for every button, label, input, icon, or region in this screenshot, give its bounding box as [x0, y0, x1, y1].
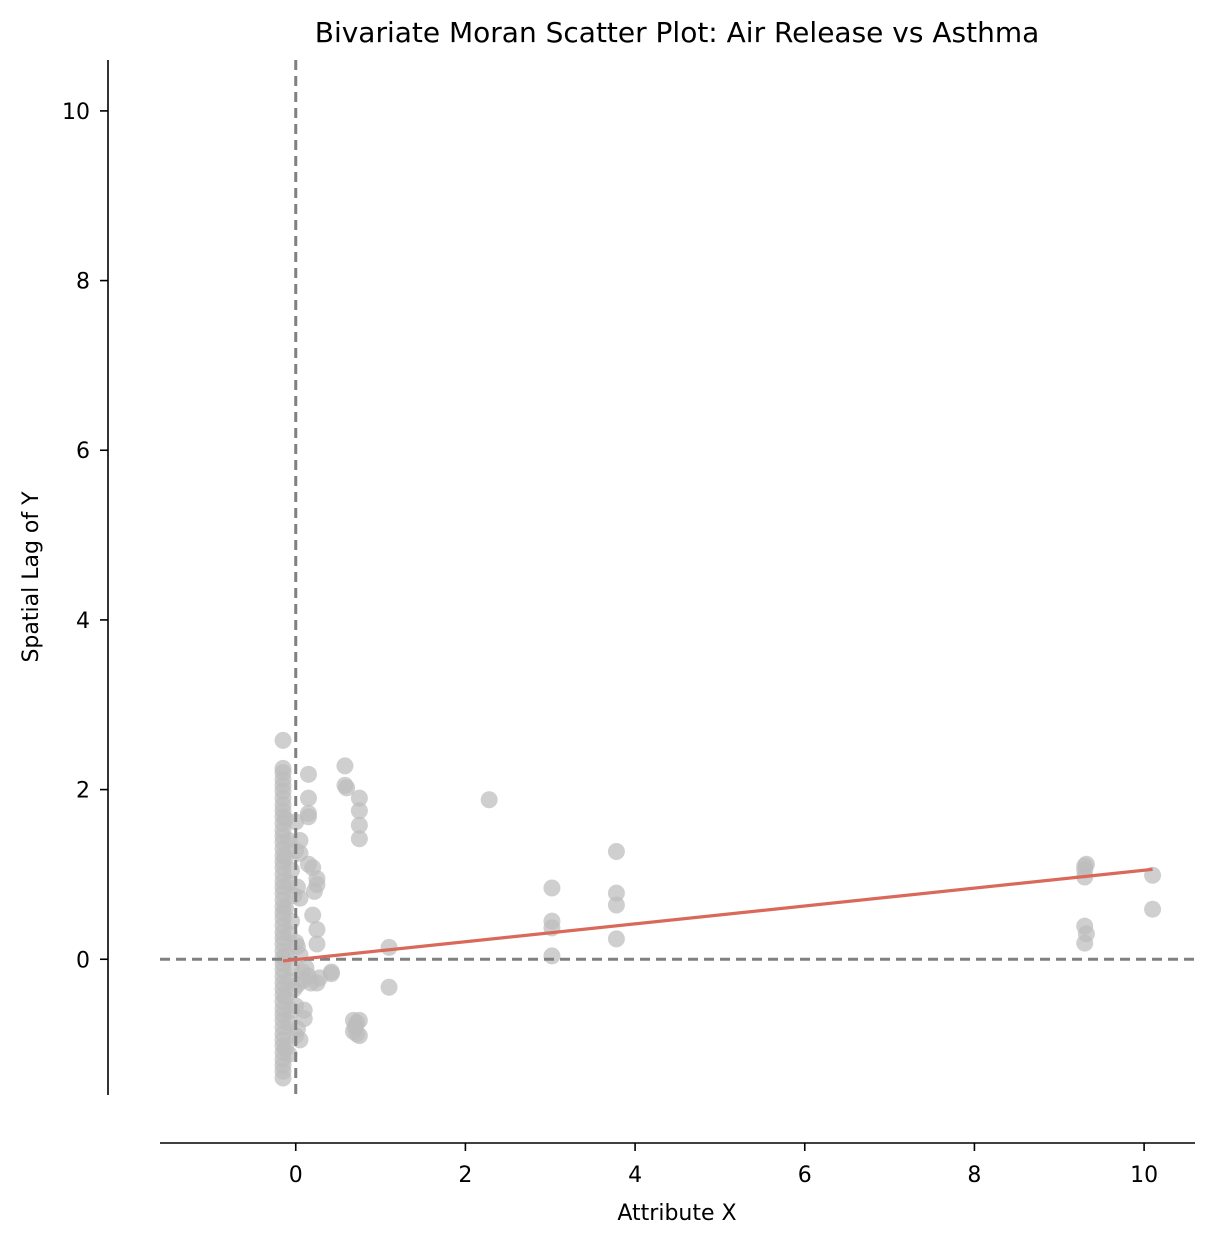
data-point [480, 791, 498, 809]
data-point [607, 884, 625, 902]
data-point [277, 899, 295, 917]
y-tick-label: 8 [76, 270, 90, 295]
data-point [1077, 855, 1095, 873]
data-point [282, 861, 300, 879]
regression-fit-line [282, 867, 1153, 963]
y-tick-label: 0 [76, 948, 90, 973]
data-point [282, 912, 300, 930]
data-point [543, 879, 561, 897]
data-point [280, 1045, 298, 1063]
data-point [607, 843, 625, 861]
y-tick-label: 4 [76, 609, 90, 634]
data-point [308, 935, 326, 953]
data-point [299, 789, 317, 807]
data-point [380, 978, 398, 996]
data-point [299, 808, 317, 826]
y-axis-label: Spatial Lag of Y [19, 491, 44, 663]
data-point [274, 731, 292, 749]
data-point [1144, 900, 1162, 918]
x-tick-label: 4 [628, 1163, 642, 1188]
x-tick-label: 8 [967, 1163, 981, 1188]
data-point [295, 1010, 313, 1028]
x-tick-label: 6 [798, 1163, 812, 1188]
y-axis-ticks: 0 2 4 6 8 10 [62, 100, 108, 973]
data-point [291, 889, 309, 907]
data-point [607, 930, 625, 948]
data-point [350, 1011, 368, 1029]
data-point [299, 765, 317, 783]
data-point [380, 938, 398, 956]
x-tick-label: 0 [289, 1163, 303, 1188]
data-point [543, 947, 561, 965]
x-axis-label: Attribute X [617, 1201, 736, 1226]
data-point [350, 789, 368, 807]
data-point [308, 921, 326, 939]
data-point [322, 965, 340, 983]
data-point [338, 779, 356, 797]
data-point [1076, 934, 1094, 952]
points-layer [274, 731, 1162, 1087]
data-point [350, 830, 368, 848]
chart-title: Bivariate Moran Scatter Plot: Air Releas… [315, 16, 1040, 49]
x-tick-label: 2 [458, 1163, 472, 1188]
y-tick-label: 2 [76, 779, 90, 804]
data-point [350, 1027, 368, 1045]
data-point [350, 816, 368, 834]
data-point [291, 1031, 309, 1049]
data-point [350, 802, 368, 820]
data-point [304, 906, 322, 924]
data-point [308, 876, 326, 894]
data-point [336, 757, 354, 775]
x-tick-label: 10 [1130, 1163, 1158, 1188]
data-point [607, 896, 625, 914]
x-axis-ticks: 0 2 4 6 8 10 [289, 1143, 1158, 1188]
y-tick-label: 6 [76, 439, 90, 464]
data-point [274, 1069, 292, 1087]
y-tick-label: 10 [62, 100, 90, 125]
